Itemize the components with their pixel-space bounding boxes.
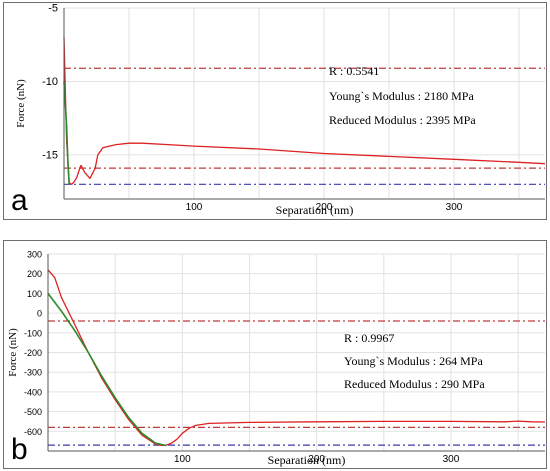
chart-b-svg: 300 200 100 0 -100 -200 -300 -400 -500 -600 100 200…: [7, 250, 546, 467]
chart-b-x-tick-label: 100: [174, 454, 191, 465]
chart-b-y-tick-label: 100: [27, 289, 42, 299]
chart-a-annotation-2: Young`s Modulus : 2180 MPa: [329, 89, 474, 103]
chart-b-y-tick-label: 300: [27, 250, 42, 260]
chart-b-y-axis-title: Force (nN): [7, 328, 19, 377]
chart-a-y-tick-label: -10: [42, 76, 58, 88]
chart-b-series-retract: [176, 420, 546, 440]
chart-a-axes: -5 -10 -15 100 200 300 Separation (nm) Force (n…: [15, 3, 545, 217]
chart-a-x-axis-title: Separation (nm): [276, 203, 354, 217]
chart-b-y-tick-label: 200: [27, 269, 42, 279]
chart-b-annotations: R : 0.9967 Young`s Modulus : 264 MPa Reduc…: [344, 331, 485, 391]
chart-a-x-tick-label: 200: [316, 202, 333, 213]
chart-b-annotation-3: Reduced Modulus : 290 MPa: [344, 377, 485, 391]
chart-b-y-tick-label: -400: [24, 387, 42, 397]
chart-b-x-axis-title: Separation (nm): [268, 453, 346, 467]
chart-panel-a: -5 -10 -15 100 200 300 Separation (nm) Force (n…: [3, 2, 547, 220]
chart-b-y-tick-label: 0: [37, 309, 42, 319]
panel-label-a: a: [11, 184, 28, 217]
chart-a-annotation-3: Reduced Modulus : 2395 MPa: [329, 113, 476, 127]
chart-b-x-tick-label: 300: [443, 454, 460, 465]
chart-b-annotation-1: R : 0.9967: [344, 331, 394, 345]
panel-label-b: b: [11, 433, 28, 466]
chart-a-x-tick-label: 300: [446, 202, 463, 213]
chart-b-grid: [48, 253, 545, 451]
chart-b-x-tick-label: 200: [308, 454, 325, 465]
chart-b-y-tick-label: -200: [24, 348, 42, 358]
chart-b-series-fit: [47, 292, 167, 447]
chart-a-y-axis-title: Force (nN): [15, 79, 27, 128]
chart-a-series-fit: [63, 81, 70, 185]
chart-b-series-approach: [47, 269, 178, 447]
chart-a-x-tick-label: 100: [186, 202, 203, 213]
chart-b-y-tick-label: -600: [24, 427, 42, 437]
chart-a-annotations: R : 0.5541 Young`s Modulus : 2180 MPa Redu…: [329, 64, 476, 127]
chart-b-y-tick-label: -300: [24, 368, 42, 378]
chart-b-series: [47, 269, 546, 447]
chart-a-svg: -5 -10 -15 100 200 300 Separation (nm) Force (n…: [15, 3, 546, 217]
chart-a-annotation-1: R : 0.5541: [329, 64, 379, 78]
chart-b-y-tick-label: -500: [24, 407, 42, 417]
chart-b-annotation-2: Young`s Modulus : 264 MPa: [344, 354, 483, 368]
chart-a-grid: [64, 7, 545, 199]
chart-a-series-retract: [80, 142, 546, 180]
chart-a-y-tick-label: -15: [42, 149, 58, 161]
chart-b-y-tick-label: -100: [24, 328, 42, 338]
chart-a-y-tick-label: -5: [48, 3, 58, 15]
chart-a-reflines: [64, 67, 545, 185]
chart-panel-b: 300 200 100 0 -100 -200 -300 -400 -500 -600 100 200…: [3, 240, 547, 469]
chart-a-series: [63, 37, 546, 185]
chart-b-axes: 300 200 100 0 -100 -200 -300 -400 -500 -600 100 200…: [7, 250, 545, 467]
